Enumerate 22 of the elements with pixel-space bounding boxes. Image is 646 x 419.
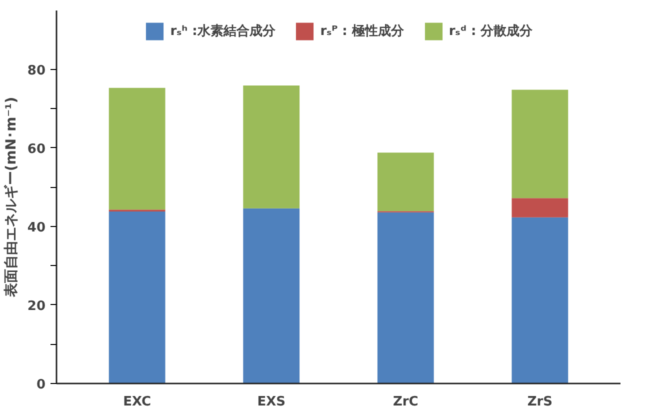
y-axis-title: 表面自由エネルギー(mN･m⁻¹) [3, 96, 20, 298]
bar [512, 198, 568, 218]
y-tick-label: 80 [27, 63, 46, 78]
bar [108, 212, 166, 384]
x-tick-label: ZrS [527, 394, 553, 410]
y-tick-label: 60 [27, 142, 46, 157]
legend-label: rₛᴾ : 極性成分 [320, 23, 404, 40]
y-tick-label: 20 [27, 298, 46, 314]
x-tick-label: EXC [123, 394, 152, 410]
y-tick-label: 0 [36, 378, 46, 392]
bar [243, 85, 300, 208]
bar [243, 208, 300, 384]
bar [108, 88, 166, 210]
bar [377, 152, 434, 212]
bar [512, 217, 568, 384]
x-tick-label: ZrC [392, 394, 418, 410]
bar [512, 90, 568, 198]
legend-label: rₛᵈ : 分散成分 [448, 23, 533, 40]
y-tick-label: 40 [27, 220, 46, 236]
x-tick-label: EXS [257, 394, 286, 410]
bar [377, 212, 434, 384]
legend-label: rₛʰ :水素結合成分 [170, 22, 276, 40]
